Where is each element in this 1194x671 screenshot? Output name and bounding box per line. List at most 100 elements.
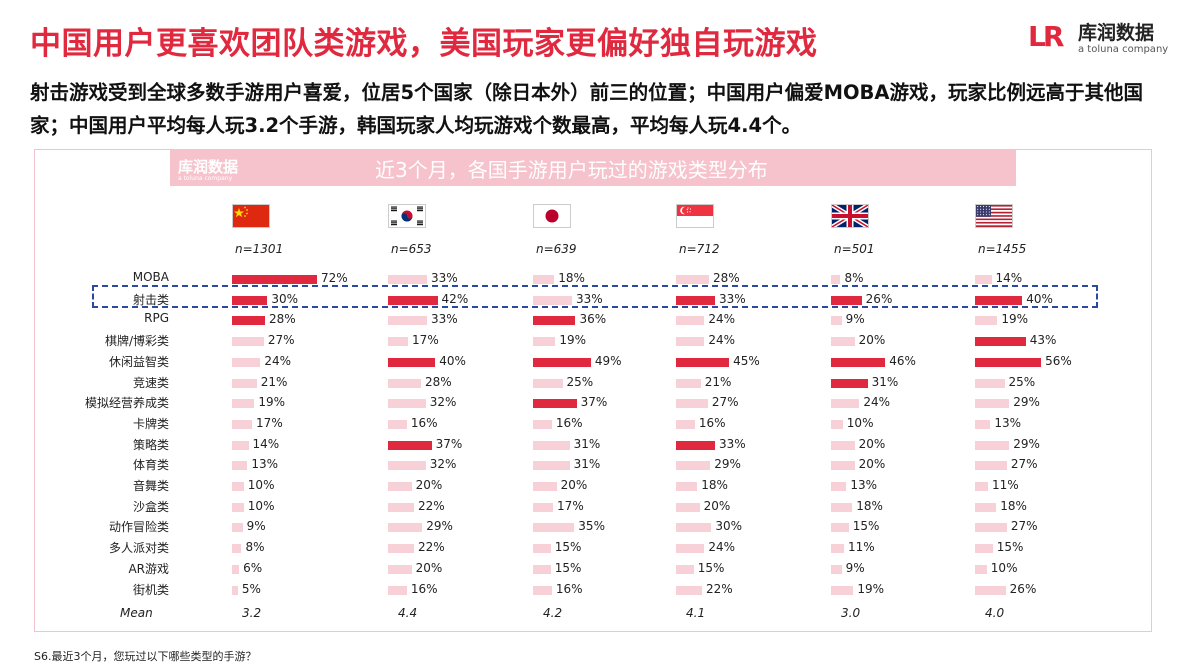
mean-label: Mean — [120, 606, 153, 620]
bar — [388, 523, 423, 533]
bar — [676, 585, 702, 595]
bar-value-label: 20% — [415, 560, 443, 575]
bar-value-label: 31% — [573, 436, 601, 451]
bar-value-label: 9% — [845, 312, 865, 327]
category-label: AR游戏 — [128, 561, 169, 576]
bar — [388, 585, 407, 595]
bar-value-label: 27% — [1010, 519, 1038, 534]
brand-logo: LR 库润数据 a toluna company — [1028, 18, 1178, 62]
mean-value: 4.2 — [543, 606, 563, 620]
sample-size: n=653 — [391, 242, 432, 256]
us-flag-icon — [975, 204, 1013, 228]
bar — [388, 440, 432, 450]
bar-value-label: 10% — [990, 560, 1018, 575]
bar-value-label: 13% — [251, 457, 278, 472]
bar — [388, 544, 414, 554]
bar — [388, 564, 412, 574]
bar-value-label: 26% — [1009, 581, 1037, 596]
bar-value-label: 30% — [715, 519, 743, 534]
sample-size: n=1301 — [235, 242, 284, 256]
kr-flag-icon — [388, 204, 426, 228]
bar-value-label: 16% — [555, 581, 583, 596]
bar-value-label: 14% — [995, 271, 1023, 285]
bar-value-label: 14% — [252, 436, 280, 451]
bar-value-label: 28% — [713, 271, 740, 285]
category-label: 卡牌类 — [132, 416, 169, 431]
bar-value-label: 8% — [844, 271, 864, 285]
bar — [676, 275, 710, 284]
bar — [676, 461, 711, 471]
bar-value-label: 22% — [417, 540, 445, 555]
bar-value-label: 11% — [847, 540, 875, 555]
category-label: 射击类 — [132, 292, 169, 307]
bar — [533, 585, 552, 595]
bar-value-label: 20% — [560, 478, 588, 492]
bar — [831, 502, 853, 512]
bar-value-label: 24% — [264, 353, 291, 368]
bar-value-label: 33% — [718, 436, 746, 451]
bar-value-label: 10% — [846, 415, 874, 430]
bar-value-label: 33% — [575, 291, 603, 306]
sg-flag-icon — [676, 204, 714, 228]
mean-value: 4.4 — [398, 606, 418, 620]
bar — [676, 316, 705, 326]
sample-size: n=1455 — [978, 242, 1027, 256]
bar — [975, 419, 991, 429]
category-label: 动作冒险类 — [108, 520, 169, 535]
bar — [676, 399, 708, 409]
bar-value-label: 19% — [857, 581, 885, 596]
banner-logo-text: 库润数据 — [178, 158, 239, 176]
mean-value: 4.0 — [985, 606, 1005, 620]
bar — [975, 564, 987, 574]
bar — [831, 399, 860, 409]
bar — [388, 337, 409, 347]
bar — [232, 316, 266, 326]
banner-logo: 库润数据 a toluna company — [178, 156, 238, 182]
bar-value-label: 16% — [698, 415, 726, 430]
footnote: S6.最近3个月，您玩过以下哪些类型的手游？ — [34, 650, 257, 663]
bar — [831, 357, 886, 367]
bar-value-label: 18% — [1000, 498, 1027, 513]
sample-size: n=712 — [679, 242, 720, 256]
bar — [831, 419, 843, 429]
bar — [533, 337, 556, 347]
bar — [831, 316, 842, 326]
bar — [975, 440, 1010, 450]
bar — [533, 399, 577, 409]
bar-value-label: 20% — [703, 498, 731, 513]
bar — [676, 337, 705, 347]
bar-value-label: 5% — [241, 581, 261, 596]
bar-value-label: 15% — [852, 519, 880, 534]
bar-value-label: 10% — [247, 478, 275, 492]
bar-value-label: 18% — [558, 271, 585, 285]
sample-size: n=501 — [834, 242, 875, 256]
bar — [831, 378, 868, 388]
bar — [533, 440, 570, 450]
mean-value: 4.1 — [686, 606, 706, 620]
bar — [975, 295, 1023, 305]
bar-value-label: 27% — [711, 395, 739, 410]
bar-value-label: 31% — [573, 457, 601, 472]
bar-value-label: 35% — [578, 519, 605, 534]
category-label: MOBA — [132, 270, 169, 284]
bar — [676, 502, 700, 512]
bar — [676, 295, 715, 305]
bar — [975, 337, 1026, 347]
category-label: 沙盒类 — [132, 499, 169, 514]
summary-text: 射击游戏受到全球多数手游用户喜爱，位居5个国家（除日本外）前三的位置；中国用户偏… — [30, 81, 1144, 137]
bar-value-label: 25% — [1008, 374, 1036, 389]
bar — [533, 564, 551, 574]
jp-flag-icon — [533, 204, 571, 228]
bar — [975, 461, 1007, 471]
bar — [676, 564, 694, 574]
bar — [975, 544, 993, 554]
bar — [831, 275, 841, 284]
bar-value-label: 15% — [697, 560, 725, 575]
bar — [975, 502, 997, 512]
bar — [232, 564, 240, 574]
bar-value-label: 15% — [996, 540, 1024, 555]
mean-value: 3.2 — [242, 606, 262, 620]
category-label: 策略类 — [132, 437, 169, 452]
bar-value-label: 16% — [410, 415, 438, 430]
bar-value-label: 16% — [555, 415, 583, 430]
